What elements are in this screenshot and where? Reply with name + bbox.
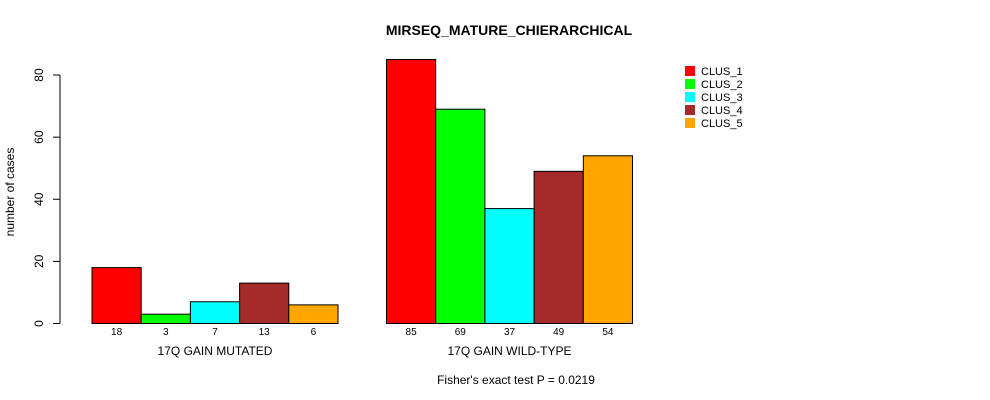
legend-swatch: [685, 79, 695, 89]
bar-clus-4: [533, 170, 584, 324]
bar-value-label: 49: [553, 327, 565, 338]
bars-layer: 18 3 7 13 6 85 69 37 49 54: [91, 59, 633, 338]
chart-title: MIRSEQ_MATURE_CHIERARCHICAL: [386, 22, 633, 38]
legend-label: CLUS_3: [701, 92, 743, 104]
y-tick-label: 40: [32, 192, 46, 206]
legend-swatch: [685, 66, 695, 76]
y-axis-label: number of cases: [3, 148, 17, 237]
bar-clus-1: [91, 267, 142, 324]
bar-clus-1: [386, 59, 437, 324]
bar-value-label: 7: [212, 327, 218, 338]
bar-value-label: 6: [311, 327, 317, 338]
legend-label: CLUS_5: [701, 118, 743, 130]
bar-clus-2: [435, 108, 486, 324]
y-tick-label: 80: [32, 68, 46, 82]
bar-value-label: 18: [111, 327, 123, 338]
bar-clus-3: [484, 208, 535, 324]
y-tick-label: 60: [32, 130, 46, 144]
y-tick-label: 0: [32, 320, 46, 327]
legend-label: CLUS_1: [701, 66, 743, 78]
bar-value-label: 37: [504, 327, 516, 338]
bar-clus-5: [582, 155, 633, 324]
bar-value-label: 85: [406, 327, 418, 338]
legend-swatch: [685, 118, 695, 128]
bar-value-label: 69: [455, 327, 467, 338]
bar-clus-5: [288, 304, 339, 325]
bar-clus-3: [189, 301, 241, 324]
y-tick-label: 20: [32, 254, 46, 268]
bar-clus-4: [239, 282, 290, 325]
legend-label: CLUS_2: [701, 79, 743, 91]
bar-clus-2: [140, 313, 191, 324]
group-labels: 17Q GAIN MUTATED 17Q GAIN WILD-TYPE: [158, 344, 572, 358]
bar-value-label: 3: [163, 327, 169, 338]
bar-value-label: 13: [259, 327, 271, 338]
group-label: 17Q GAIN WILD-TYPE: [447, 344, 571, 358]
fisher-test-annotation: Fisher's exact test P = 0.0219: [437, 373, 595, 387]
bar-value-label: 54: [602, 327, 614, 338]
y-axis: 0 20 40 60 80: [32, 68, 61, 327]
legend-swatch: [685, 92, 695, 102]
group-label: 17Q GAIN MUTATED: [158, 344, 273, 358]
legend-label: CLUS_4: [701, 105, 743, 117]
legend-swatch: [685, 105, 695, 115]
